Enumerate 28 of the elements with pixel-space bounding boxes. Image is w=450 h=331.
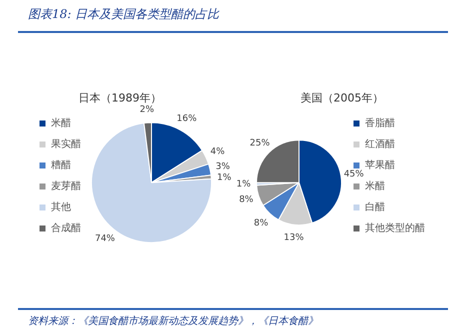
data-label: 16% xyxy=(176,114,198,124)
text: 图表18: 日本及美国各类型醋的占比 xyxy=(28,6,220,23)
data-label: 1% xyxy=(236,180,252,190)
data-label: 74% xyxy=(94,234,116,244)
text: 资料来源：《美国食醋市场最新动态及发展趋势》，《日本食醋》 xyxy=(28,314,318,328)
legend-label: 苹果醋 xyxy=(365,159,395,172)
data-label: 2% xyxy=(140,105,154,116)
data-label: 8% xyxy=(239,195,254,206)
data-label: 1% xyxy=(217,173,232,184)
data-label: 25% xyxy=(250,138,270,149)
chart-title: 美国（2005年） xyxy=(300,91,384,104)
legend-label: 合成醋 xyxy=(51,222,81,234)
legend-label: 白醋 xyxy=(365,201,385,214)
legend-label: 糟醋 xyxy=(51,159,71,172)
data-label: 45% xyxy=(344,169,364,180)
legend-label: 果实醋 xyxy=(51,138,81,150)
data-label: 3% xyxy=(216,162,230,172)
legend-label: 其他 xyxy=(51,201,71,214)
legend-label: 其他类型的醋 xyxy=(365,222,425,234)
data-label: 8% xyxy=(254,218,269,228)
legend-label: 米醋 xyxy=(51,117,71,130)
data-label: 4% xyxy=(210,146,226,157)
data-label: 13% xyxy=(284,233,304,244)
legend-label: 香脂醋 xyxy=(365,117,395,130)
legend-label: 米醋 xyxy=(365,180,385,192)
legend-label: 麦芽醋 xyxy=(51,180,81,192)
chart-title: 日本（1989年） xyxy=(78,91,162,104)
legend-label: 红酒醋 xyxy=(365,138,395,150)
